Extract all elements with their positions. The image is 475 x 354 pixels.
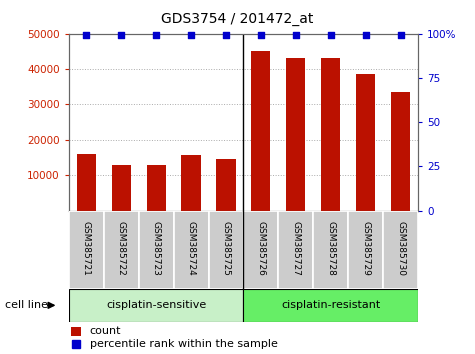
Bar — [71, 326, 81, 336]
Point — [117, 33, 125, 38]
Bar — [77, 154, 96, 211]
Point — [397, 33, 404, 38]
Text: cisplatin-sensitive: cisplatin-sensitive — [106, 300, 206, 310]
Point — [327, 33, 334, 38]
Bar — [209, 211, 243, 289]
Bar — [278, 211, 314, 289]
Bar — [383, 211, 418, 289]
Text: GSM385724: GSM385724 — [187, 221, 196, 275]
Text: GSM385725: GSM385725 — [221, 221, 230, 275]
Text: GSM385728: GSM385728 — [326, 221, 335, 275]
Bar — [139, 211, 173, 289]
Text: GSM385722: GSM385722 — [117, 221, 126, 275]
Text: GSM385729: GSM385729 — [361, 221, 370, 275]
Bar — [174, 211, 209, 289]
Bar — [243, 211, 278, 289]
Bar — [112, 165, 131, 211]
Bar — [217, 159, 236, 211]
Bar — [243, 289, 418, 322]
Bar — [314, 211, 348, 289]
Text: GSM385721: GSM385721 — [82, 221, 91, 275]
Text: GSM385727: GSM385727 — [291, 221, 300, 275]
Point — [83, 33, 90, 38]
Bar — [181, 155, 200, 211]
Bar — [391, 92, 410, 211]
Bar — [104, 211, 139, 289]
Bar — [69, 211, 104, 289]
Bar — [356, 74, 375, 211]
Text: cisplatin-resistant: cisplatin-resistant — [281, 300, 380, 310]
Bar — [251, 51, 270, 211]
Text: cell line: cell line — [5, 300, 48, 310]
Point — [152, 33, 160, 38]
Bar — [321, 58, 340, 211]
Text: percentile rank within the sample: percentile rank within the sample — [90, 339, 278, 349]
Bar — [69, 289, 243, 322]
Point — [257, 33, 265, 38]
Text: GSM385730: GSM385730 — [396, 221, 405, 275]
Text: GDS3754 / 201472_at: GDS3754 / 201472_at — [162, 12, 314, 27]
Point — [222, 33, 230, 38]
Bar — [348, 211, 383, 289]
Text: GSM385726: GSM385726 — [256, 221, 266, 275]
Text: count: count — [90, 326, 121, 336]
Text: GSM385723: GSM385723 — [152, 221, 161, 275]
Bar — [286, 58, 305, 211]
Point — [362, 33, 370, 38]
Point — [187, 33, 195, 38]
Bar — [147, 165, 166, 211]
Point — [292, 33, 300, 38]
